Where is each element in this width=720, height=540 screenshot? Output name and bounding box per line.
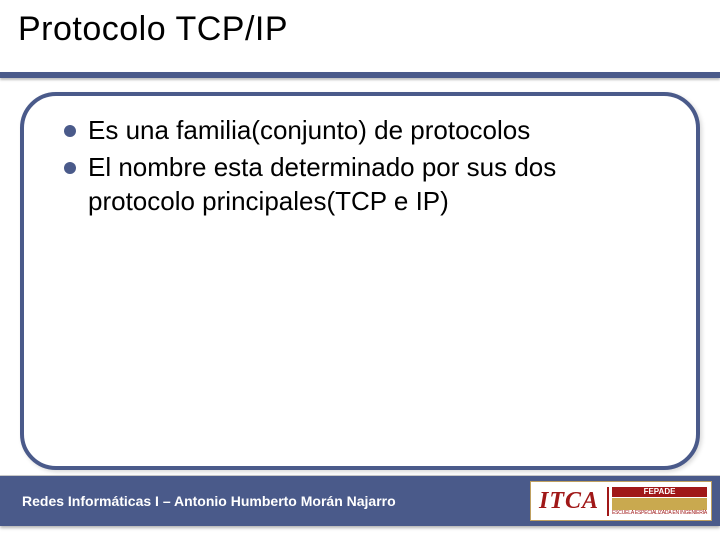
logo-fepade-stripe [612, 498, 707, 510]
bullet-list: Es una familia(conjunto) de protocolos E… [64, 114, 668, 218]
content-box: Es una familia(conjunto) de protocolos E… [20, 92, 700, 470]
title-rule [0, 72, 720, 78]
logo-fepade: FEPADE ESCUELA ESPECIALIZADA EN INGENIER… [607, 487, 707, 516]
bullet-item: Es una familia(conjunto) de protocolos [64, 114, 668, 147]
footer-bar: Redes Informáticas I – Antonio Humberto … [0, 476, 720, 526]
logo-itca-text: ITCA [535, 488, 603, 515]
bullet-item: El nombre esta determinado por sus dos p… [64, 151, 668, 218]
slide-title: Protocolo TCP/IP [18, 10, 702, 49]
footer-text: Redes Informáticas I – Antonio Humberto … [22, 493, 530, 509]
logo: ITCA FEPADE ESCUELA ESPECIALIZADA EN ING… [530, 481, 712, 521]
title-area: Protocolo TCP/IP [18, 10, 702, 66]
slide: Protocolo TCP/IP Es una familia(conjunto… [0, 0, 720, 540]
logo-fepade-bottom: ESCUELA ESPECIALIZADA EN INGENIERÍA [612, 511, 707, 516]
logo-fepade-top: FEPADE [612, 487, 707, 497]
